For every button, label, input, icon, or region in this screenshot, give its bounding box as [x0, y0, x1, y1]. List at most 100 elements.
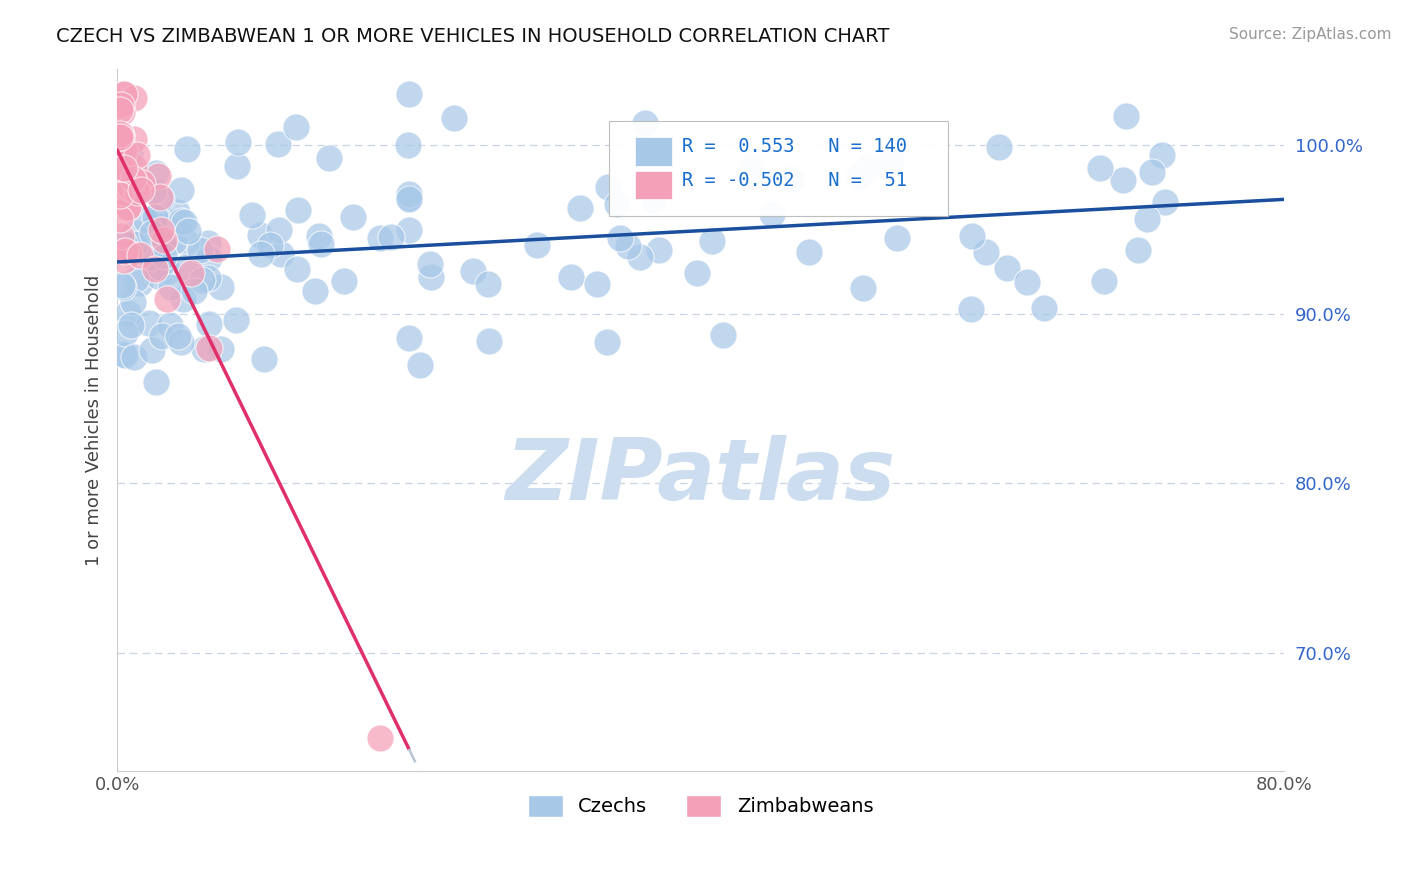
Point — [304, 284, 326, 298]
Point — [761, 206, 783, 220]
Point — [150, 329, 173, 343]
Point — [112, 199, 135, 213]
Text: ZIPatlas: ZIPatlas — [505, 434, 896, 517]
Point — [145, 166, 167, 180]
Point — [110, 98, 132, 112]
Point — [108, 168, 131, 182]
Point — [226, 135, 249, 149]
Point — [170, 334, 193, 349]
Legend: Czechs, Zimbabweans: Czechs, Zimbabweans — [520, 787, 882, 825]
Point — [198, 341, 221, 355]
Point — [108, 103, 131, 118]
Point — [858, 161, 880, 176]
Point — [141, 343, 163, 357]
Point — [596, 334, 619, 349]
Point — [117, 201, 139, 215]
Point — [124, 161, 146, 175]
Point — [287, 203, 309, 218]
Point — [419, 257, 441, 271]
Point — [110, 228, 132, 243]
Point — [150, 223, 173, 237]
Point — [141, 226, 163, 240]
Point — [149, 192, 172, 206]
Point — [253, 352, 276, 367]
Point — [176, 142, 198, 156]
Point — [995, 260, 1018, 275]
Point — [112, 87, 135, 101]
Point — [959, 301, 981, 316]
Point — [145, 376, 167, 390]
Point — [409, 359, 432, 373]
Point — [740, 160, 762, 174]
Point — [112, 143, 135, 157]
Point — [127, 148, 149, 162]
Point — [198, 252, 221, 266]
Point — [124, 237, 146, 252]
Point — [318, 152, 340, 166]
Point — [1017, 275, 1039, 289]
FancyBboxPatch shape — [636, 171, 672, 199]
Text: CZECH VS ZIMBABWEAN 1 OR MORE VEHICLES IN HOUSEHOLD CORRELATION CHART: CZECH VS ZIMBABWEAN 1 OR MORE VEHICLES I… — [56, 27, 890, 45]
Point — [586, 277, 609, 291]
Point — [269, 222, 291, 236]
Point — [209, 280, 232, 294]
Point — [117, 306, 139, 320]
Point — [117, 200, 139, 214]
Point — [1088, 161, 1111, 175]
Point — [617, 238, 640, 252]
Point — [114, 244, 136, 259]
Point — [960, 228, 983, 243]
Y-axis label: 1 or more Vehicles in Household: 1 or more Vehicles in Household — [86, 275, 103, 566]
Point — [702, 234, 724, 248]
Point — [183, 285, 205, 299]
Point — [127, 178, 149, 192]
Point — [176, 223, 198, 237]
Point — [120, 318, 142, 332]
Point — [398, 222, 420, 236]
Point — [166, 205, 188, 219]
Point — [1126, 243, 1149, 257]
Point — [112, 198, 135, 212]
Point — [111, 188, 134, 202]
Point — [112, 149, 135, 163]
Point — [848, 169, 870, 183]
Point — [110, 163, 132, 178]
Point — [146, 169, 169, 183]
Point — [112, 161, 135, 175]
Point — [114, 176, 136, 190]
Point — [1150, 148, 1173, 162]
Point — [112, 245, 135, 260]
Point — [170, 183, 193, 197]
Text: R =  0.553   N = 140: R = 0.553 N = 140 — [682, 137, 907, 156]
Point — [226, 159, 249, 173]
Point — [180, 266, 202, 280]
Point — [127, 185, 149, 199]
Point — [569, 201, 592, 215]
Text: Source: ZipAtlas.com: Source: ZipAtlas.com — [1229, 27, 1392, 42]
Point — [309, 237, 332, 252]
Point — [157, 264, 180, 278]
Point — [209, 343, 232, 357]
Point — [284, 120, 307, 134]
Point — [135, 212, 157, 227]
Point — [609, 231, 631, 245]
Point — [1112, 173, 1135, 187]
Point — [143, 244, 166, 258]
Point — [120, 146, 142, 161]
Point — [146, 269, 169, 284]
Point — [398, 193, 420, 207]
Point — [112, 235, 135, 250]
Point — [398, 186, 420, 201]
Point — [143, 261, 166, 276]
Point — [114, 199, 136, 213]
Point — [737, 168, 759, 182]
Point — [122, 295, 145, 310]
Point — [128, 247, 150, 261]
Point — [124, 226, 146, 240]
Point — [149, 190, 172, 204]
Point — [648, 243, 671, 257]
Point — [112, 280, 135, 294]
Point — [170, 214, 193, 228]
FancyBboxPatch shape — [636, 137, 672, 166]
Point — [128, 276, 150, 290]
